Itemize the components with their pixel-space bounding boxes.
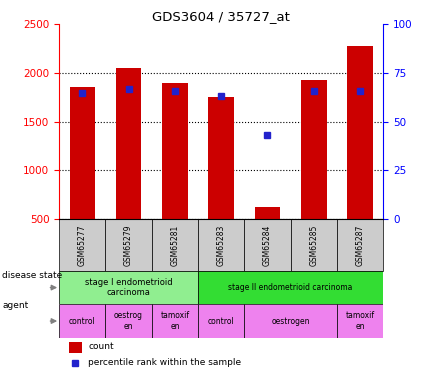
Bar (69, 342, 82, 353)
Text: oestrogen: oestrogen (272, 316, 310, 326)
FancyBboxPatch shape (244, 304, 337, 338)
Title: GDS3604 / 35727_at: GDS3604 / 35727_at (152, 10, 290, 23)
Text: control: control (208, 316, 235, 326)
FancyBboxPatch shape (198, 219, 244, 271)
Text: tamoxif
en: tamoxif en (346, 311, 374, 331)
Text: GSM65281: GSM65281 (170, 224, 180, 266)
Bar (301, 80, 326, 268)
FancyBboxPatch shape (59, 304, 106, 338)
Text: oestrog
en: oestrog en (114, 311, 143, 331)
Bar (116, 68, 141, 268)
Text: GSM65287: GSM65287 (356, 224, 364, 266)
Text: GSM65284: GSM65284 (263, 224, 272, 266)
FancyBboxPatch shape (59, 219, 106, 271)
FancyBboxPatch shape (291, 219, 337, 271)
Bar (347, 46, 373, 268)
FancyBboxPatch shape (337, 304, 383, 338)
Text: stage II endometrioid carcinoma: stage II endometrioid carcinoma (229, 283, 353, 292)
FancyBboxPatch shape (244, 219, 291, 271)
Bar (70, 87, 95, 268)
Bar (162, 83, 187, 268)
Bar (208, 98, 234, 268)
FancyBboxPatch shape (106, 304, 152, 338)
FancyBboxPatch shape (106, 219, 152, 271)
Bar (255, 207, 280, 268)
Text: GSM65285: GSM65285 (309, 224, 318, 266)
Text: agent: agent (2, 301, 28, 310)
FancyBboxPatch shape (198, 271, 383, 304)
Text: GSM65277: GSM65277 (78, 224, 87, 266)
Text: control: control (69, 316, 95, 326)
Text: GSM65283: GSM65283 (217, 224, 226, 266)
Text: tamoxif
en: tamoxif en (160, 311, 190, 331)
Text: stage I endometrioid
carcinoma: stage I endometrioid carcinoma (85, 278, 173, 297)
Text: disease state: disease state (2, 271, 63, 280)
Text: percentile rank within the sample: percentile rank within the sample (88, 358, 241, 368)
FancyBboxPatch shape (152, 304, 198, 338)
FancyBboxPatch shape (152, 219, 198, 271)
FancyBboxPatch shape (198, 304, 244, 338)
Text: GSM65279: GSM65279 (124, 224, 133, 266)
FancyBboxPatch shape (337, 219, 383, 271)
Text: count: count (88, 342, 114, 351)
FancyBboxPatch shape (59, 271, 198, 304)
